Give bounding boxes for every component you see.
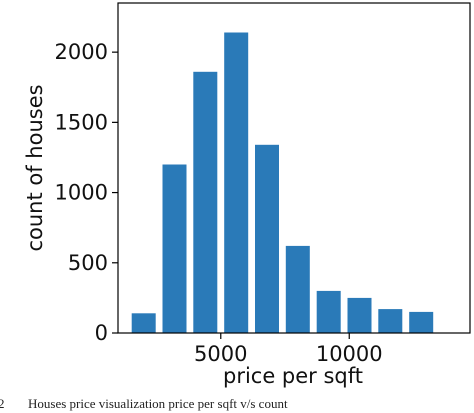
y-tick-label: 0 xyxy=(95,321,108,345)
x-tick-label: 5000 xyxy=(194,342,247,366)
figure-caption: 2 Houses price visualization price per s… xyxy=(0,396,474,413)
y-tick-label: 1000 xyxy=(55,181,108,205)
histogram-bar-10 xyxy=(409,311,434,333)
x-ticks-group: 5000 10000 xyxy=(194,333,383,366)
histogram-bar-5 xyxy=(255,144,279,333)
histogram-chart: 5000 10000 0 500 1000 1500 2000 price per sqf… xyxy=(23,2,471,388)
x-tick-label: 10000 xyxy=(316,342,383,366)
figure-caption-label: 2 xyxy=(0,396,5,411)
y-tick-label: 2000 xyxy=(55,40,108,64)
histogram-bar-8 xyxy=(347,297,372,333)
x-axis-label: price per sqft xyxy=(223,364,363,388)
histogram-bar-1 xyxy=(131,313,156,333)
y-tick-label: 1500 xyxy=(55,110,108,134)
y-ticks-group: 0 500 1000 1500 2000 xyxy=(55,40,118,345)
bars-group xyxy=(131,32,434,334)
histogram-bar-3 xyxy=(193,71,218,334)
histogram-bar-4 xyxy=(224,32,249,333)
histogram-bar-6 xyxy=(285,245,310,333)
histogram-bar-2 xyxy=(162,164,187,333)
histogram-bar-7 xyxy=(316,290,341,333)
histogram-bar-9 xyxy=(378,309,403,333)
y-axis-label: count of houses xyxy=(23,84,47,251)
y-tick-label: 500 xyxy=(68,251,108,275)
figure-caption-text: Houses price visualization price per sqf… xyxy=(28,396,288,411)
plot-frame xyxy=(117,2,471,334)
